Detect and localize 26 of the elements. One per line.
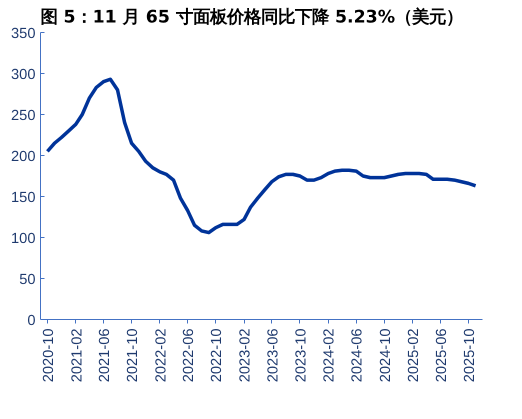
y-tick-label: 250: [11, 108, 36, 124]
x-tick-label: 2023-02: [238, 328, 254, 382]
x-tick-label: 2025-06: [434, 328, 450, 382]
y-tick-label: 350: [11, 26, 36, 42]
x-tick-label: 2025-02: [406, 328, 422, 382]
x-tick-label: 2021-02: [69, 328, 86, 382]
y-tick-label: 150: [11, 190, 36, 206]
y-tick-label: 0: [27, 313, 36, 329]
x-tick-label: 2023-10: [293, 328, 310, 382]
x-tick-label: 2021-06: [96, 328, 113, 382]
y-tick-label: 300: [11, 67, 36, 83]
x-tick-label: 2023-06: [265, 328, 282, 382]
x-tick-label: 2022-10: [209, 328, 226, 382]
x-tick-label: 2021-10: [125, 328, 142, 382]
y-tick-label: 200: [11, 149, 36, 165]
x-tick-label: 2020-10: [40, 328, 57, 382]
x-tick-label: 2024-06: [350, 328, 366, 382]
x-tick-label: 2024-02: [322, 328, 338, 382]
x-tick-label: 2025-10: [462, 328, 478, 382]
x-tick-label: 2024-10: [378, 328, 394, 382]
chart-title: 图 5：11 月 65 寸面板价格同比下降 5.23%（美元）: [40, 6, 464, 28]
y-tick-label: 100: [11, 231, 36, 247]
y-tick-label: 50: [19, 272, 36, 288]
x-tick-label: 2022-02: [153, 328, 170, 382]
line-series: [46, 77, 478, 234]
x-tick-label: 2022-06: [181, 328, 198, 382]
